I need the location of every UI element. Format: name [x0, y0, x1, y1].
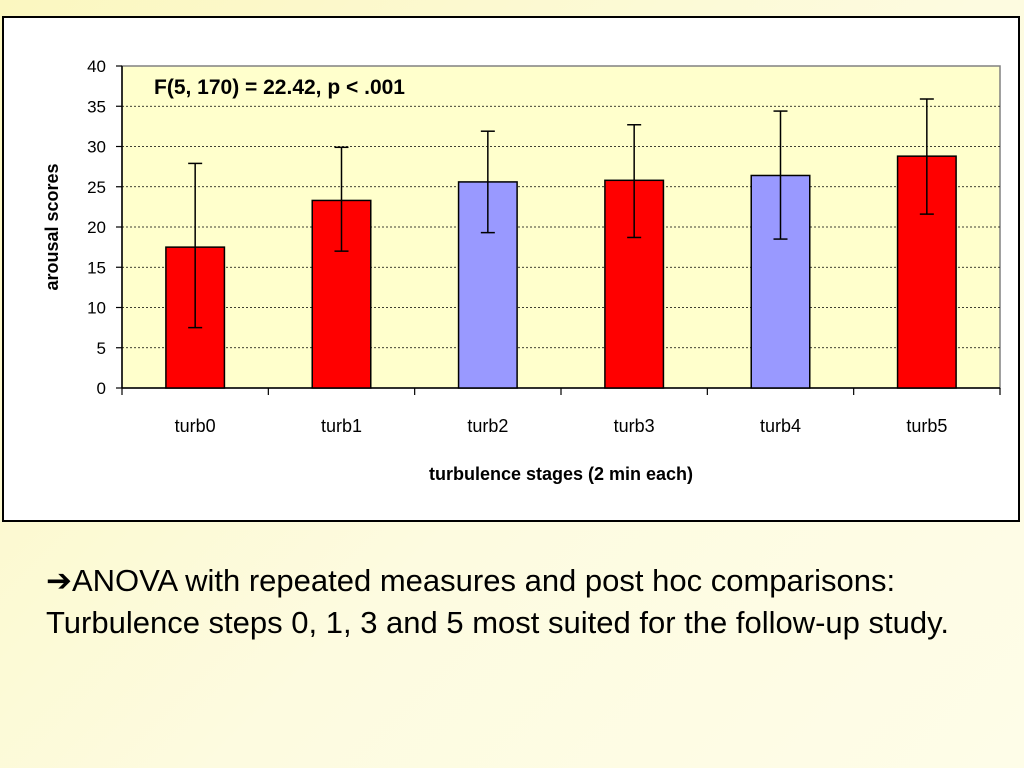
caption-body: ANOVA with repeated measures and post ho… [46, 563, 949, 640]
x-tick-label: turb2 [467, 416, 508, 436]
plot-area [121, 65, 1001, 389]
x-axis-title: turbulence stages (2 min each) [429, 464, 693, 484]
anova-annotation: F(5, 170) = 22.42, p < .001 [154, 76, 405, 99]
x-tick-label: turb3 [614, 416, 655, 436]
x-tick-label: turb0 [175, 416, 216, 436]
y-tick-label: 15 [87, 258, 106, 277]
bar-chart: 0 5 10 15 20 25 30 35 40 turb0 turb1 turb2 turb3 turb… [42, 57, 1001, 484]
y-tick-label: 0 [97, 379, 106, 398]
chart-panel: 0 5 10 15 20 25 30 35 40 turb0 turb1 turb2 turb3 turb… [2, 16, 1020, 522]
arrow-icon: ➔ [46, 563, 72, 599]
y-tick-label: 25 [87, 178, 106, 197]
caption-text: ➔ANOVA with repeated measures and post h… [46, 560, 976, 644]
x-tick-label: turb5 [906, 416, 947, 436]
y-tick-label: 40 [87, 57, 106, 76]
y-axis-title: arousal scores [42, 163, 62, 290]
y-tick-label: 35 [87, 97, 106, 116]
y-tick-label: 10 [87, 299, 106, 318]
x-tick-label: turb4 [760, 416, 801, 436]
y-tick-label: 30 [87, 138, 106, 157]
x-tick-label: turb1 [321, 416, 362, 436]
y-tick-label: 20 [87, 218, 106, 237]
y-tick-label: 5 [97, 339, 106, 358]
